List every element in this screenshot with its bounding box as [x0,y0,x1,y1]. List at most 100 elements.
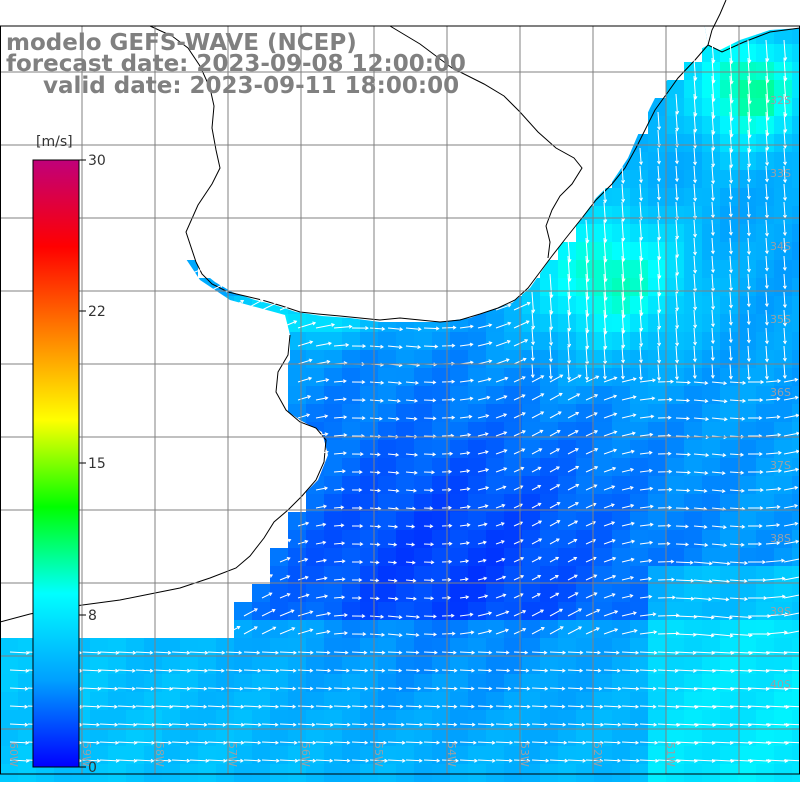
wind-arrow [387,579,397,582]
wind-arrowhead [505,650,510,655]
wind-cell [720,44,738,62]
wind-cell [522,494,540,512]
wind-arrowhead [276,282,281,287]
wind-arrowhead [448,559,453,564]
wind-arrow [477,759,495,762]
wind-arrowhead [538,520,543,525]
wind-arrow [423,741,440,744]
wind-cell [648,368,666,386]
wind-arrowhead [201,267,206,271]
wind-cell [558,350,576,368]
wind-cell [468,548,486,566]
wind-arrow [567,539,577,545]
wind-arrowhead [593,484,598,488]
wind-arrowhead [413,416,418,421]
wind-cell [324,602,342,620]
wind-cell [684,512,702,530]
wind-cell [630,638,648,656]
wind-cell [360,494,378,512]
wind-arrowhead [561,686,566,691]
wind-arrowhead [361,380,366,385]
wind-cell [306,602,324,620]
wind-arrowhead [744,561,748,565]
wind-arrowhead [364,686,369,691]
wind-arrow [549,741,567,744]
wind-arrowhead [782,285,787,290]
wind-cell [306,530,324,548]
wind-arrow [135,669,153,672]
wind-arrow [495,340,511,347]
wind-arrowhead [310,704,315,709]
wind-arrow [621,432,636,437]
wind-arrow [675,561,693,564]
wind-cell [756,170,774,188]
wind-cell [792,494,800,512]
wind-arrow [621,705,639,708]
wind-cell [504,692,522,710]
wind-cell [396,746,414,764]
wind-cell [720,638,738,656]
wind-arrowhead [652,686,657,691]
wind-arrow [423,651,437,654]
wind-arrowhead [115,633,120,638]
wind-cell [432,638,450,656]
wind-arrowhead [343,415,348,420]
wind-arrow [531,429,543,437]
wind-cell [720,98,738,116]
wind-cell [144,674,162,692]
wind-cell [270,746,288,764]
wind-arrowhead [521,376,526,380]
wind-arrowhead [402,758,406,763]
wind-arrowhead [600,722,605,727]
wind-arrow [9,199,24,203]
wind-cell [558,422,576,440]
wind-cell [396,602,414,620]
wind-arrowhead [292,704,297,709]
wind-arrow [675,111,678,131]
wind-cell [792,314,800,332]
wind-cell [540,314,558,332]
wind-arrowhead [346,686,351,691]
wind-arrowhead [486,395,491,400]
wind-arrowhead [639,197,643,202]
wind-arrowhead [131,668,136,673]
wind-arrow [693,363,696,379]
wind-cell [648,548,666,566]
wind-cell [288,638,306,656]
wind-arrow [567,557,577,563]
wind-arrow [783,486,798,491]
wind-arrowhead [711,180,716,185]
wind-cell [450,512,468,530]
wind-arrow [171,323,187,329]
wind-arrow [117,759,137,762]
wind-cell [486,674,504,692]
wind-arrow [729,219,732,235]
wind-arrowhead [185,740,190,745]
wind-arrowhead [649,504,654,509]
wind-arrowhead [79,686,84,691]
wind-arrowhead [482,540,487,545]
wind-arrow [639,723,657,726]
wind-arrow [729,741,752,744]
wind-arrowhead [470,630,475,635]
wind-arrowhead [559,626,564,630]
wind-arrow [549,669,565,672]
wind-arrow [333,542,345,545]
wind-cell [540,332,558,350]
wind-arrow [783,723,800,726]
wind-cell [684,134,702,152]
wind-cell [216,674,234,692]
wind-arrowhead [581,722,586,727]
wind-arrow [585,219,589,243]
wind-arrowhead [309,610,314,615]
wind-arrow [459,452,470,455]
wind-cell [720,80,738,98]
wind-cell [450,368,468,386]
wind-arrowhead [322,522,327,527]
wind-arrowhead [508,704,513,709]
wind-arrow [549,430,561,437]
wind-arrowhead [671,577,676,582]
wind-arrow [567,345,570,364]
wind-cell [720,242,738,260]
wind-arrowhead [594,430,599,434]
